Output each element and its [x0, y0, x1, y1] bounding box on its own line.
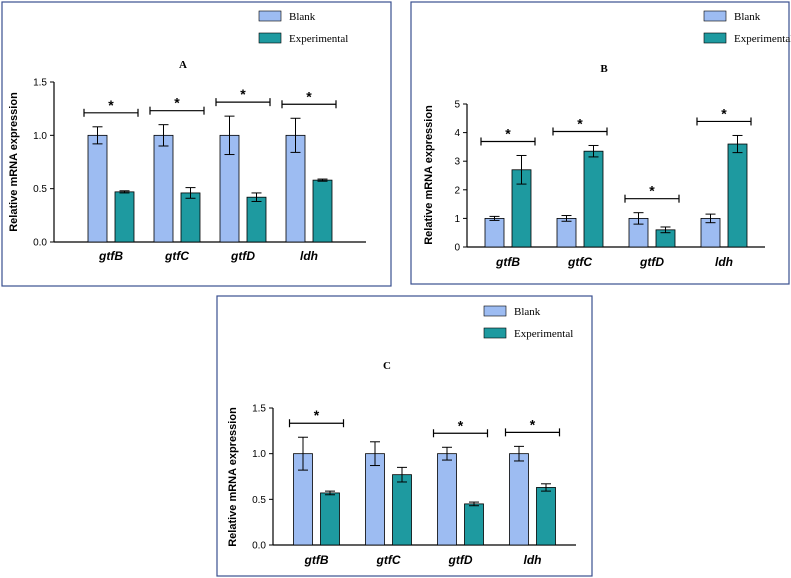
y-tick-label: 0 — [454, 243, 460, 254]
panel-title: A — [179, 59, 187, 71]
bar-blank-gtfC — [153, 134, 174, 243]
bar-blank-ldh — [509, 453, 529, 546]
legend-label-experimental: Experimental — [514, 328, 573, 340]
significance-star-ldh: * — [530, 416, 536, 432]
significance-star-ldh: * — [306, 88, 312, 104]
bar-experimental-gtfD — [246, 196, 267, 243]
y-axis-label: Relative mRNA expression — [8, 92, 20, 232]
bar-blank-gtfB — [87, 134, 108, 243]
legend-swatch-blank — [258, 10, 282, 22]
bar-experimental-gtfB — [320, 492, 340, 546]
bar-experimental-gtfC — [180, 192, 201, 243]
x-tick-label-ldh: ldh — [300, 249, 318, 263]
y-tick-label: 2 — [454, 185, 460, 196]
x-tick-label-gtfD: gtfD — [639, 255, 664, 269]
y-tick-label: 0.5 — [252, 495, 266, 506]
bar-blank-gtfC — [556, 217, 577, 248]
x-tick-label-ldh: ldh — [524, 553, 542, 567]
bar-blank-gtfD — [437, 453, 457, 546]
legend-swatch-experimental — [483, 327, 507, 339]
significance-star-gtfC: * — [577, 115, 583, 131]
bar-experimental-ldh — [536, 487, 556, 546]
y-tick-label: 3 — [454, 157, 460, 168]
bar-experimental-ldh — [727, 143, 748, 248]
legend-label-experimental: Experimental — [734, 33, 791, 45]
bar-experimental-ldh — [312, 179, 333, 243]
y-tick-label: 4 — [454, 128, 460, 139]
x-tick-label-gtfB: gtfB — [304, 553, 329, 567]
significance-star-gtfB: * — [505, 125, 511, 141]
significance-star-gtfD: * — [649, 183, 655, 199]
bar-blank-gtfB — [484, 217, 505, 248]
chart-panel-A: Blank Experimental A 0.0 0.5 1.0 1.5 Relative m… — [1, 1, 392, 287]
panel-frame — [216, 295, 593, 577]
bar-experimental-gtfC — [583, 150, 604, 248]
x-tick-label-gtfC: gtfC — [164, 249, 189, 263]
chart-panel-B: Blank Experimental B 0 1 2 3 4 5 Relative mRNA ex… — [410, 1, 791, 285]
y-tick-label: 1.5 — [33, 78, 47, 89]
y-tick-label: 1.5 — [252, 404, 266, 415]
x-tick-label-gtfB: gtfB — [495, 255, 520, 269]
bar-experimental-gtfB — [114, 191, 135, 243]
bar-experimental-gtfC — [392, 474, 412, 546]
significance-star-gtfB: * — [108, 97, 114, 113]
panel-title: C — [383, 360, 391, 372]
significance-star-gtfD: * — [458, 417, 464, 433]
legend-label-blank: Blank — [734, 11, 761, 23]
x-tick-label-gtfC: gtfC — [567, 255, 592, 269]
legend-swatch-blank — [703, 10, 727, 22]
panel-frame — [1, 1, 392, 287]
significance-star-gtfC: * — [174, 95, 180, 111]
y-tick-label: 0.5 — [33, 184, 47, 195]
panel-frame — [410, 1, 790, 285]
legend-label-blank: Blank — [289, 11, 316, 23]
legend-swatch-experimental — [703, 32, 727, 44]
panel-title: B — [600, 63, 608, 75]
legend-swatch-blank — [483, 305, 507, 317]
y-tick-label: 5 — [454, 100, 460, 111]
legend-label-blank: Blank — [514, 306, 541, 318]
x-tick-label-ldh: ldh — [715, 255, 733, 269]
y-tick-label: 1.0 — [33, 131, 47, 142]
y-axis-label: Relative mRNA expression — [227, 407, 239, 547]
significance-star-gtfD: * — [240, 86, 246, 102]
y-tick-label: 1.0 — [252, 449, 266, 460]
y-tick-label: 0.0 — [33, 238, 47, 249]
significance-star-gtfB: * — [314, 407, 320, 423]
chart-panel-C: Blank Experimental C 0.0 0.5 1.0 1.5 Relative m… — [216, 295, 593, 577]
y-tick-label: 1 — [454, 214, 460, 225]
x-tick-label-gtfD: gtfD — [448, 553, 473, 567]
y-axis-label: Relative mRNA expression — [423, 105, 435, 245]
x-tick-label-gtfC: gtfC — [376, 553, 401, 567]
legend-label-experimental: Experimental — [289, 33, 348, 45]
bar-experimental-gtfD — [464, 503, 484, 546]
x-tick-label-gtfB: gtfB — [98, 249, 123, 263]
x-tick-label-gtfD: gtfD — [230, 249, 255, 263]
y-tick-label: 0.0 — [252, 541, 266, 552]
legend-swatch-experimental — [258, 32, 282, 44]
bar-blank-gtfC — [365, 453, 385, 546]
significance-star-ldh: * — [721, 105, 727, 121]
